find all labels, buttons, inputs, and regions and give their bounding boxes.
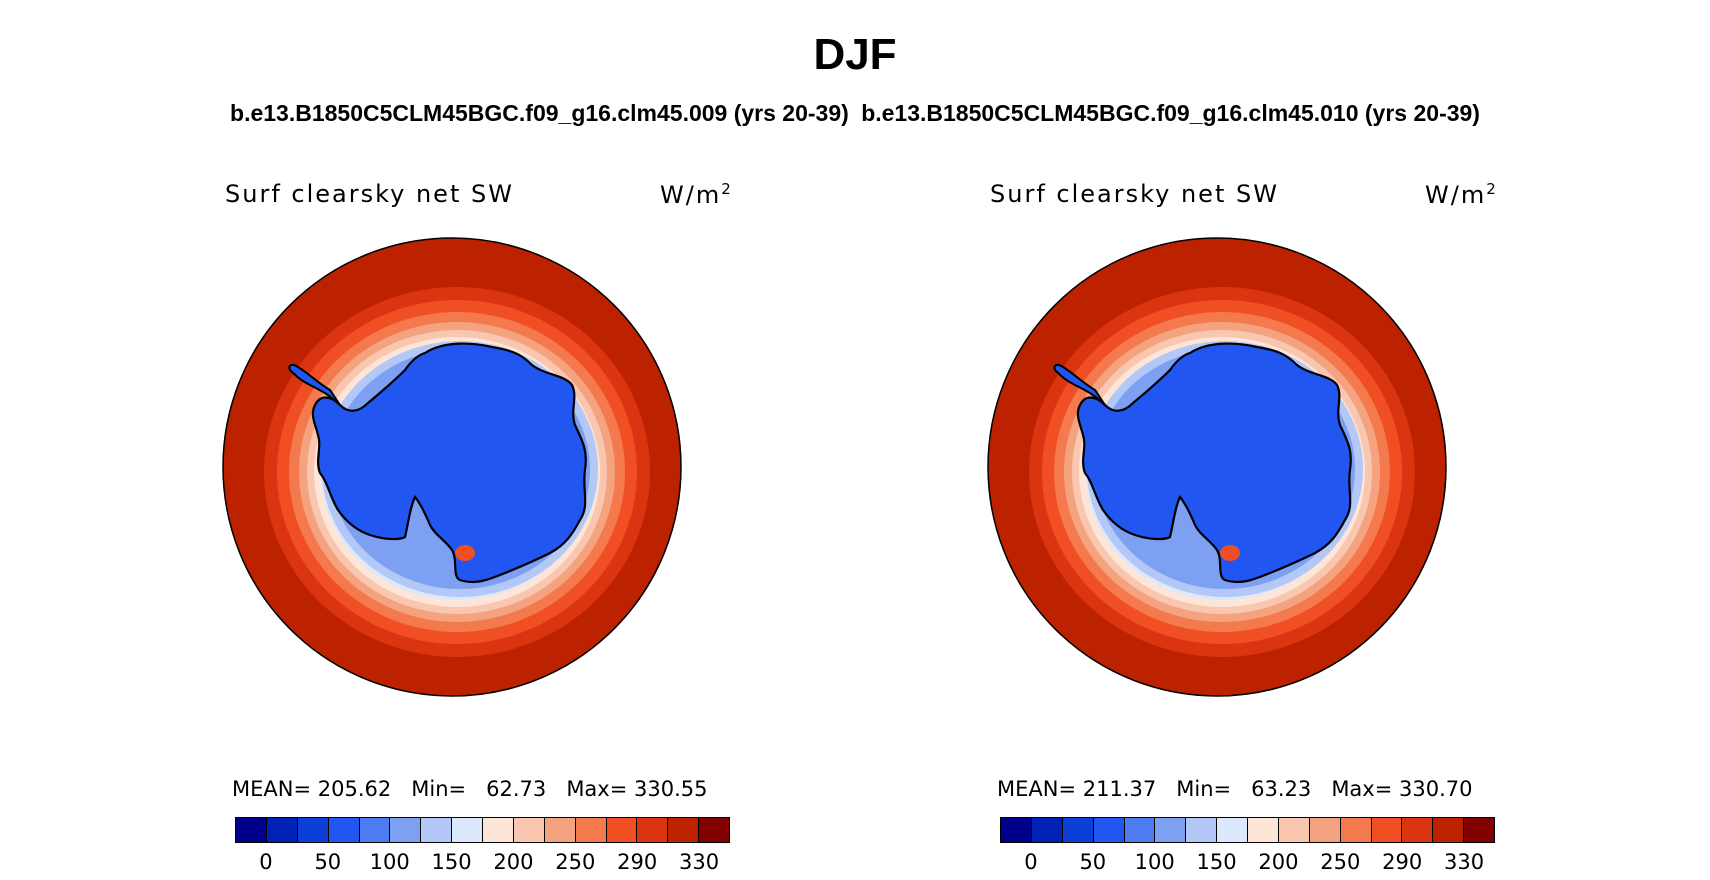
colorbar-swatch xyxy=(1309,818,1341,842)
colorbar-swatch xyxy=(390,818,422,842)
map-boundary xyxy=(222,237,682,697)
colorbar-swatch xyxy=(1278,818,1310,842)
variable-label: Surf clearsky net SW xyxy=(990,180,1279,208)
colorbar-swatch xyxy=(1124,818,1156,842)
colorbar-tick-label: 330 xyxy=(679,850,720,874)
peninsula-fill xyxy=(1054,364,1105,405)
colorbar-swatch xyxy=(575,818,607,842)
warm-spot xyxy=(1220,545,1240,561)
figure-title: DJF xyxy=(813,30,897,79)
colorbar-swatch xyxy=(699,818,729,842)
peninsula-coastline xyxy=(288,363,341,406)
colorbar-tick-label: 250 xyxy=(555,850,596,874)
colorbar-tick-label: 50 xyxy=(314,850,342,874)
continent-fill xyxy=(1077,343,1351,583)
colorbar-swatch xyxy=(1217,818,1248,842)
variable-label: Surf clearsky net SW xyxy=(225,180,514,208)
colorbar-swatch xyxy=(1371,818,1403,842)
colorbar-tick-label: 330 xyxy=(1444,850,1485,874)
polar-map xyxy=(222,237,682,697)
colorbar-swatch xyxy=(328,818,360,842)
colorbar-tick-label: 100 xyxy=(1134,850,1175,874)
case-right: b.e13.B1850C5CLM45BGC.f09_g16.clm45.010 … xyxy=(861,100,1480,126)
warm-spot xyxy=(455,545,475,561)
map-stats: MEAN= 211.37 Min= 63.23 Max= 330.70 xyxy=(997,777,1473,801)
colorbar-tick-label: 290 xyxy=(1382,850,1423,874)
colorbar-swatch xyxy=(236,818,267,842)
coastline xyxy=(1076,342,1352,584)
colorbar-swatch xyxy=(1402,818,1434,842)
colorbar-swatch xyxy=(1433,818,1465,842)
colorbar-tick-label: 200 xyxy=(1258,850,1299,874)
units-label: W/m2 xyxy=(1425,180,1498,209)
units-label: W/m2 xyxy=(660,180,733,209)
colorbar-swatch xyxy=(1001,818,1032,842)
continent-fill xyxy=(312,343,586,583)
colorbar-swatch xyxy=(1093,818,1125,842)
colorbar-swatch xyxy=(483,818,514,842)
colorbar-swatch xyxy=(1464,818,1494,842)
colorbar-tick-label: 290 xyxy=(617,850,658,874)
colorbar-swatch xyxy=(1031,818,1063,842)
colorbar-swatch xyxy=(544,818,576,842)
colorbar-tick-label: 50 xyxy=(1079,850,1107,874)
colorbar-tick-label: 250 xyxy=(1320,850,1361,874)
polar-map xyxy=(987,237,1447,697)
map-panel-right: Surf clearsky net SW W/m2 MEAN= 211.37 M… xyxy=(985,160,1555,874)
coastline xyxy=(311,342,587,584)
colorbar-tick-label: 0 xyxy=(1024,850,1038,874)
colorbar-swatch xyxy=(452,818,483,842)
colorbar-swatch xyxy=(606,818,638,842)
colorbar-swatch xyxy=(668,818,700,842)
colorbar-tick-label: 100 xyxy=(369,850,410,874)
colorbar-swatch xyxy=(359,818,391,842)
colorbar-tick-label: 200 xyxy=(493,850,534,874)
colorbar-swatch xyxy=(1340,818,1372,842)
colorbar-swatch xyxy=(1155,818,1187,842)
map-stats: MEAN= 205.62 Min= 62.73 Max= 330.55 xyxy=(232,777,708,801)
colorbar xyxy=(235,817,730,843)
colorbar-swatch xyxy=(421,818,453,842)
colorbar-swatch xyxy=(1248,818,1279,842)
colorbar-labels: 0 50 100 150 200 250 290 330 xyxy=(1000,850,1495,880)
colorbar-swatch xyxy=(637,818,669,842)
peninsula-coastline xyxy=(1053,363,1106,406)
case-subtitle: b.e13.B1850C5CLM45BGC.f09_g16.clm45.009 … xyxy=(0,100,1710,127)
colorbar-swatch xyxy=(266,818,298,842)
colorbar-swatch xyxy=(1062,818,1094,842)
colorbar-tick-label: 150 xyxy=(1196,850,1237,874)
colorbar xyxy=(1000,817,1495,843)
colorbar-tick-label: 0 xyxy=(259,850,273,874)
colorbar-swatch xyxy=(297,818,329,842)
map-panel-left: Surf clearsky net SW W/m2 MEAN= 205.62 M… xyxy=(220,160,790,874)
colorbar-swatch xyxy=(513,818,545,842)
colorbar-tick-label: 150 xyxy=(431,850,472,874)
peninsula-fill xyxy=(289,364,340,405)
colorbar-labels: 0 50 100 150 200 250 290 330 xyxy=(235,850,730,880)
colorbar-swatch xyxy=(1186,818,1218,842)
map-boundary xyxy=(987,237,1447,697)
case-left: b.e13.B1850C5CLM45BGC.f09_g16.clm45.009 … xyxy=(230,100,849,126)
